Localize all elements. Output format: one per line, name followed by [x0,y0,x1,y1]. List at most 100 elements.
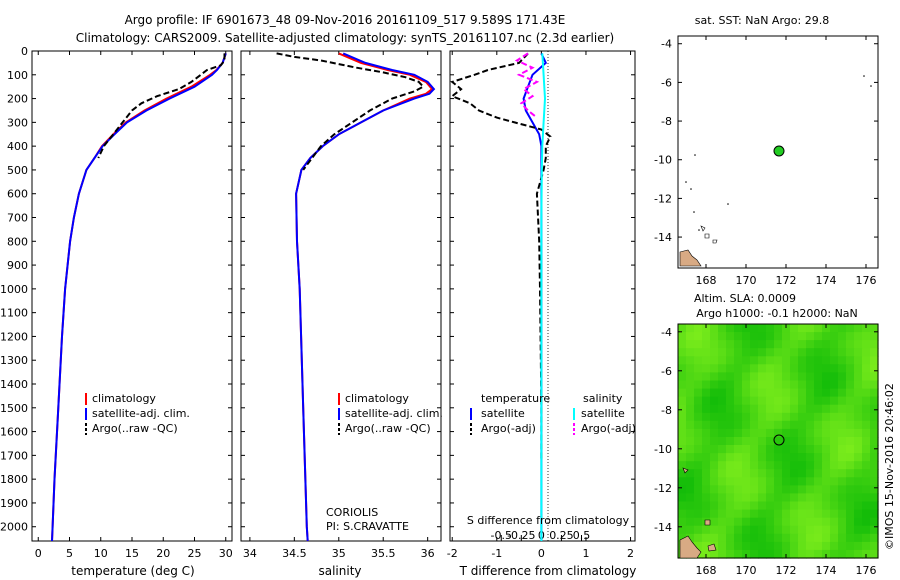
temperature-legend: climatology satellite-adj. clim. Argo(..… [85,392,190,435]
sla-cell [806,356,815,365]
sla-cell [742,445,751,454]
sla-cell [870,453,879,462]
sla-cell [758,501,767,511]
sla-cell [710,332,719,341]
sla-cell [766,445,775,454]
sla-cell [774,525,783,535]
sla-cell [758,445,767,454]
sla-cell [702,461,711,470]
sla-cell [750,332,759,341]
sla-cell [718,469,727,478]
sla-cell [758,549,767,559]
x-tick-label: 0 [35,547,42,560]
sla-cell [774,356,783,365]
sla-cell [710,348,719,357]
sla-cell [718,356,727,365]
sla-cell [790,324,799,333]
sla-cell [846,356,855,365]
x-tick-label: 1 [582,547,589,560]
sla-cell [870,533,879,543]
sla-cell [734,541,743,551]
sla-cell [830,477,839,486]
sla-cell [750,533,759,543]
sla-cell [750,445,759,454]
sla-cell [742,493,751,503]
sla-cell [742,356,751,365]
sla-cell [862,412,871,422]
depth-tick-label: 2000 [0,521,28,534]
sla-cell [726,364,735,373]
sla-cell [758,420,767,430]
sla-cell [862,340,871,349]
sla-cell [790,372,799,382]
sla-cell [702,493,711,503]
sla-cell [686,525,695,535]
sla-cell [862,533,871,543]
sla-cell [766,509,775,519]
sla-cell [774,453,783,462]
sla-cell [694,420,703,430]
sla-cell [870,364,879,373]
sla-cell [870,396,879,406]
sla-cell [702,396,711,406]
legend-temp-head: temperature [481,392,550,405]
sla-cell [702,340,711,349]
sla-cell [862,509,871,519]
sla-cell [814,509,823,519]
sla-cell [774,493,783,503]
sla-cell [702,348,711,357]
sla-cell [766,404,775,414]
sla-cell [830,404,839,414]
sla-cell [862,404,871,414]
map-y-tick-label: -4 [661,326,672,339]
sla-cell [718,428,727,438]
header-line2: Climatology: CARS2009. Satellite-adjuste… [76,31,614,45]
depth-tick-label: 900 [7,259,28,272]
sla-cell [798,469,807,478]
sla-cell [694,324,703,333]
sla-cell [838,348,847,357]
series-line-argo-raw-qc- [97,53,226,159]
islands [685,75,872,231]
sla-cell [758,509,767,519]
sla-cell [718,453,727,462]
sla-cell [854,372,863,382]
sla-cell [862,380,871,390]
sla-cell [854,485,863,495]
sla-cell [830,525,839,535]
sla-cell [846,525,855,535]
sla-cell [766,396,775,406]
legend-targo-label: Argo(-adj) [481,422,536,435]
sla-cell [846,348,855,357]
sla-cell [734,332,743,341]
sla-cell [838,340,847,349]
sla-cell [782,517,791,527]
sla-cell [790,493,799,503]
sla-cell [838,324,847,333]
sla-cell [814,396,823,406]
x-tick-label: -2 [447,547,458,560]
sla-cell [798,380,807,390]
sla-cell [734,453,743,462]
sla-cell [686,461,695,470]
map-y-tick-label: -6 [661,76,672,89]
sla-cell [774,412,783,422]
sla-cell [854,420,863,430]
sla-cell [750,453,759,462]
sst-map: sat. SST: NaN Argo: 29.8 168 170 172 174 176… [654,14,879,287]
sla-cell [782,372,791,382]
sla-cell [694,509,703,519]
series-line-satellite-adj-clim- [295,52,436,542]
sla-cell [694,332,703,341]
sla-cell [774,364,783,373]
sla-cell [678,340,687,349]
sla-map-title1: Altim. SLA: 0.0009 [694,292,796,305]
sla-cell [854,380,863,390]
sla-cell [854,396,863,406]
sla-cell [718,461,727,470]
sla-cell [678,372,687,382]
sla-cell [710,533,719,543]
sla-cell [790,396,799,406]
sla-cell [734,509,743,519]
sla-cell [774,485,783,495]
